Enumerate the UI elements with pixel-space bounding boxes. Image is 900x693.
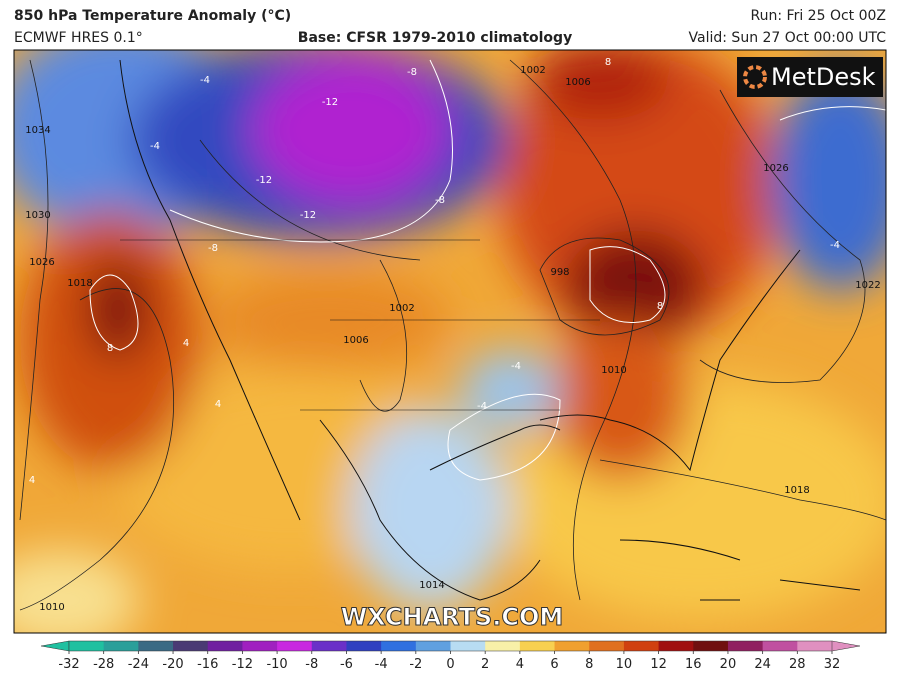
- anomaly-label: 8: [657, 301, 663, 312]
- colorbar-tick-label: -8: [305, 657, 318, 672]
- colorbar-tick-label: -2: [409, 657, 422, 672]
- colorbar-tick-label: 6: [550, 657, 558, 672]
- colorbar-tick-label: 2: [481, 657, 489, 672]
- colorbar-tick-label: -24: [128, 657, 149, 672]
- isobar-label: 1030: [25, 210, 50, 221]
- anomaly-labels: -4 -4 -8 -12 -12 -8 -12 -8 8 8 4 4 -4 -4…: [29, 57, 840, 486]
- colorbar-segment: [658, 641, 694, 651]
- anomaly-label: 8: [107, 343, 113, 354]
- colorbar-segment: [381, 641, 417, 651]
- colorbar-tick-label: -10: [266, 657, 287, 672]
- colorbar-tick-label: -20: [162, 657, 183, 672]
- watermark: WXCHARTS.COM: [341, 603, 563, 631]
- colorbar-tick-label: -6: [340, 657, 353, 672]
- anomaly-label: 4: [215, 399, 221, 410]
- colorbar-segment: [173, 641, 209, 651]
- anomaly-contours: [89, 59, 886, 481]
- colorbar-tick-label: 24: [754, 657, 771, 672]
- colorbar-segment: [519, 641, 556, 651]
- isobar-label: 1034: [25, 125, 50, 136]
- colorbar-segment: [693, 641, 729, 651]
- colorbar-segment: [727, 641, 764, 651]
- isobar-label: 1002: [520, 65, 545, 76]
- isobar-label: 998: [550, 267, 569, 278]
- colorbar-tick-label: 12: [650, 657, 667, 672]
- isobar-label: 1022: [855, 280, 880, 291]
- isobar-label: 1018: [67, 278, 92, 289]
- isobar-label: 1026: [763, 163, 788, 174]
- isobars: [19, 59, 886, 611]
- colorbar-segment: [623, 641, 660, 651]
- anomaly-field: [14, 50, 886, 633]
- isobar-label: 1006: [343, 335, 368, 346]
- colorbar-tick-label: 8: [585, 657, 593, 672]
- colorbar-tick-label: -12: [232, 657, 253, 672]
- colorbar-segment: [589, 641, 625, 651]
- colorbar-segment: [69, 641, 105, 651]
- anomaly-label: -8: [407, 67, 417, 78]
- isobar-label: 1018: [784, 485, 809, 496]
- colorbar-segment: [138, 641, 174, 651]
- colorbar-tick-label: -32: [58, 657, 79, 672]
- colorbar-tick-label: -16: [197, 657, 218, 672]
- isobar-label: 1010: [601, 365, 626, 376]
- map: 1034 1030 1026 1018 1010 1002 1006 1006 …: [14, 50, 886, 633]
- title: 850 hPa Temperature Anomaly (°C): [14, 8, 291, 24]
- colorbar-segment: [311, 641, 347, 651]
- anomaly-label: -8: [208, 243, 218, 254]
- anomaly-label: -12: [300, 210, 316, 221]
- colorbar-tick-label: 16: [685, 657, 702, 672]
- run: Run: Fri 25 Oct 00Z: [751, 8, 886, 24]
- isobar-label: 1006: [565, 77, 590, 88]
- colorbar-segment: [346, 641, 382, 651]
- anomaly-label: 4: [29, 475, 35, 486]
- colorbar-tick-label: 20: [720, 657, 737, 672]
- colorbar-segment: [797, 641, 833, 651]
- colorbar-segment: [554, 641, 590, 651]
- colorbar-tick-label: 0: [446, 657, 454, 672]
- anomaly-label: -4: [511, 361, 521, 372]
- model: ECMWF HRES 0.1°: [14, 30, 143, 46]
- anomaly-label: 4: [183, 338, 189, 349]
- colorbar-segment: [242, 641, 278, 651]
- anomaly-label: 8: [605, 57, 611, 68]
- colorbar-segment: [485, 641, 521, 651]
- colorbar-tick-label: 28: [789, 657, 806, 672]
- pressure-labels: 1034 1030 1026 1018 1010 1002 1006 1006 …: [25, 65, 880, 613]
- logo-icon: [743, 65, 767, 89]
- anomaly-label: -4: [200, 75, 210, 86]
- colorbar-arrow-left: [40, 640, 70, 652]
- logo: MetDesk: [737, 57, 883, 97]
- isobar-label: 1014: [419, 580, 444, 591]
- colorbar: -32 -28 -24 -20 -16 -12 -10 -8 -6 -4 -2 0 2 4 6 8 10 12 16…: [40, 640, 861, 672]
- colorbar-arrow-right: [831, 640, 861, 652]
- map-frame: [13, 49, 887, 634]
- colorbar-segment: [762, 641, 798, 651]
- colorbar-segment: [415, 641, 451, 651]
- colorbar-segment: [450, 641, 486, 651]
- isobar-label: 1002: [389, 303, 414, 314]
- base: Base: CFSR 1979-2010 climatology: [298, 30, 572, 46]
- colorbar-tick-label: 10: [616, 657, 633, 672]
- anomaly-label: -4: [150, 141, 160, 152]
- colorbar-tick-label: 32: [824, 657, 841, 672]
- colorbar-segment: [207, 641, 243, 651]
- anomaly-label: -12: [322, 97, 338, 108]
- colorbar-tick-label: -4: [375, 657, 388, 672]
- anomaly-label: -8: [435, 195, 445, 206]
- colorbar-tick-label: -28: [93, 657, 114, 672]
- logo-text: MetDesk: [771, 63, 876, 91]
- colorbar-segment: [277, 641, 313, 651]
- anomaly-label: -4: [830, 240, 840, 251]
- valid: Valid: Sun 27 Oct 00:00 UTC: [689, 30, 887, 46]
- anomaly-label: -12: [256, 175, 272, 186]
- logo-box: [737, 57, 883, 97]
- isobar-label: 1010: [39, 602, 64, 613]
- isobar-label: 1026: [29, 257, 54, 268]
- colorbar-segment: [103, 641, 139, 651]
- anomaly-label: -4: [477, 401, 487, 412]
- coastlines: [119, 59, 861, 601]
- colorbar-tick-label: 4: [516, 657, 524, 672]
